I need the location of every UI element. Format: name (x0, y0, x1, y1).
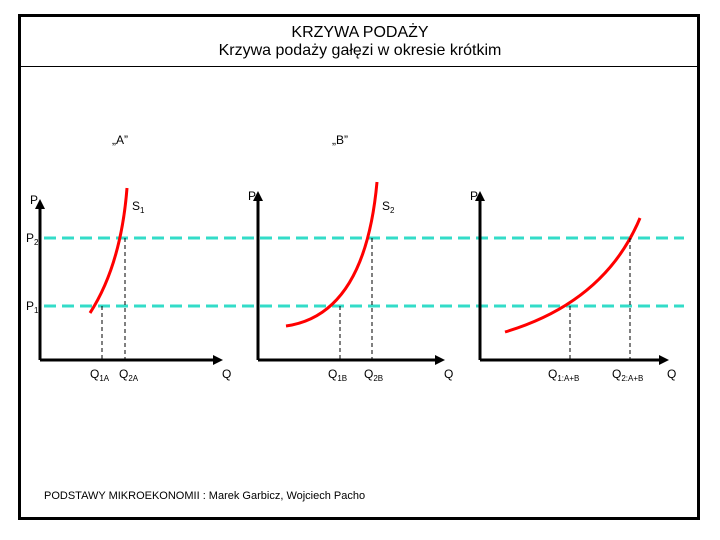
slide-frame (18, 14, 700, 520)
quantity-label-q1ab: Q1:A+B (548, 367, 579, 383)
footer-credit: PODSTAWY MIKROEKONOMII : Marek Garbicz, … (44, 490, 366, 502)
supply-curve-s2 (285, 181, 379, 328)
quantity-label-q1b: Q1B (328, 367, 347, 383)
panel-market-price-axis-label: P (470, 189, 478, 203)
panel-a-label: „A” (112, 133, 128, 147)
panel-a-price-axis-label: P (30, 193, 38, 207)
supply-curve-s1-label: S1 (132, 199, 145, 215)
supply-curve-s1 (88, 187, 129, 314)
slide-title: KRZYWA PODAŻY (291, 24, 429, 41)
quantity-label-q2b: Q2B (364, 367, 383, 383)
panel-b: „B” P Q S2 Q1B Q2B (248, 133, 453, 383)
price-label-p1: P1 (26, 299, 39, 315)
panel-a-quantity-axis-label: Q (222, 367, 231, 381)
slide-subtitle: Krzywa podaży gałęzi w okresie krótkim (218, 42, 502, 59)
price-label-p2: P2 (26, 231, 39, 247)
quantity-label-q2a: Q2A (119, 367, 139, 383)
quantity-label-q2ab: Q2:A+B (612, 367, 643, 383)
panel-market: P Q Q1:A+B Q2:A+B (470, 189, 676, 383)
panel-market-quantity-axis-label: Q (667, 367, 676, 381)
market-supply-curve (504, 217, 642, 334)
panel-a: „A” P Q S1 Q1A Q2A (30, 133, 231, 383)
quantity-label-q1a: Q1A (90, 367, 110, 383)
panel-b-label: „B” (332, 133, 348, 147)
title-divider (21, 66, 697, 67)
price-levels: P2 P1 (26, 231, 684, 315)
panel-b-quantity-axis-label: Q (444, 367, 453, 381)
panel-b-price-axis-label: P (248, 189, 256, 203)
supply-curve-s2-label: S2 (382, 199, 395, 215)
